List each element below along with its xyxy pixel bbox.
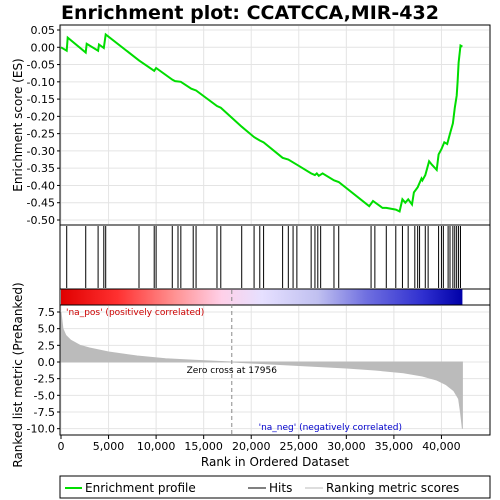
es-y-tick-label: -0.20	[27, 110, 55, 123]
metric-y-axis-label: Ranked list metric (PreRanked)	[11, 282, 25, 467]
es-y-ticks: 0.05 0.00 -0.05 -0.10 -0.15 -0.20 -0.25 -0.30 -0…	[27, 24, 60, 227]
es-y-tick-label: -0.50	[27, 214, 55, 227]
hits-panel-frame	[59, 224, 491, 290]
metric-y-tick-label: -7.5	[34, 406, 55, 419]
x-tick-label: 25,000	[280, 440, 319, 453]
metric-y-ticks: 7.5 5.0 2.5 0.0 -2.5 -5.0 -7.5 -10.0	[27, 306, 60, 436]
x-tick-label: 30,000	[327, 440, 366, 453]
es-grid	[60, 26, 489, 224]
legend-hits-label: Hits	[269, 481, 292, 495]
metric-y-tick-label: 5.0	[38, 323, 56, 336]
es-y-tick-label: -0.15	[27, 93, 55, 106]
chart-title: Enrichment plot: CCATCCA,MIR-432	[61, 2, 439, 24]
x-tick-label: 20,000	[232, 440, 271, 453]
ranking-metric-area	[60, 311, 463, 429]
es-y-tick-label: -0.40	[27, 179, 55, 192]
es-y-tick-label: -0.25	[27, 128, 55, 141]
x-ticks: 0 5,000 10,000 15,000 20,000 25,000 30,000 35,0…	[58, 435, 461, 453]
metric-y-tick-label: 2.5	[38, 339, 56, 352]
legend-enrichment-label: Enrichment profile	[85, 481, 196, 495]
enrichment-profile-line	[60, 32, 463, 213]
metric-y-tick-label: -10.0	[27, 423, 55, 436]
neg-annotation: 'na_neg' (negatively correlated)	[259, 423, 402, 433]
es-y-tick-label: -0.35	[27, 162, 55, 175]
x-tick-label: 40,000	[422, 440, 461, 453]
es-panel-frame	[59, 24, 491, 226]
legend-frame	[59, 475, 491, 499]
es-y-tick-label: 0.00	[31, 41, 56, 54]
es-y-tick-label: -0.05	[27, 59, 55, 72]
es-y-tick-label: -0.10	[27, 76, 55, 89]
pos-annotation: 'na_pos' (positively correlated)	[66, 308, 204, 318]
x-tick-label: 10,000	[137, 440, 176, 453]
x-tick-label: 5,000	[93, 440, 125, 453]
hits-marks	[66, 226, 461, 288]
legend-metric-label: Ranking metric scores	[326, 481, 459, 495]
x-tick-label: 35,000	[375, 440, 414, 453]
metric-y-tick-label: 7.5	[38, 306, 56, 319]
x-axis-label: Rank in Ordered Dataset	[201, 455, 349, 469]
x-tick-label: 15,000	[184, 440, 223, 453]
x-tick-label: 0	[58, 440, 65, 453]
metric-y-tick-label: -5.0	[34, 389, 55, 402]
es-y-tick-label: -0.30	[27, 145, 55, 158]
metric-y-tick-label: -2.5	[34, 373, 55, 386]
rank-color-bar	[61, 289, 463, 305]
es-y-axis-label: Enrichment score (ES)	[11, 58, 25, 191]
metric-y-tick-label: 0.0	[38, 356, 56, 369]
es-y-tick-label: -0.45	[27, 197, 55, 210]
es-y-tick-label: 0.05	[31, 24, 56, 37]
zero-cross-annotation: Zero cross at 17956	[187, 366, 278, 376]
